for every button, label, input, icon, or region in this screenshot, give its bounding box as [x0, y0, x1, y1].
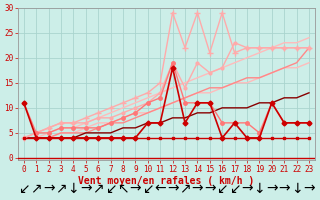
X-axis label: Vent moyen/en rafales ( km/h ): Vent moyen/en rafales ( km/h )	[78, 176, 254, 186]
